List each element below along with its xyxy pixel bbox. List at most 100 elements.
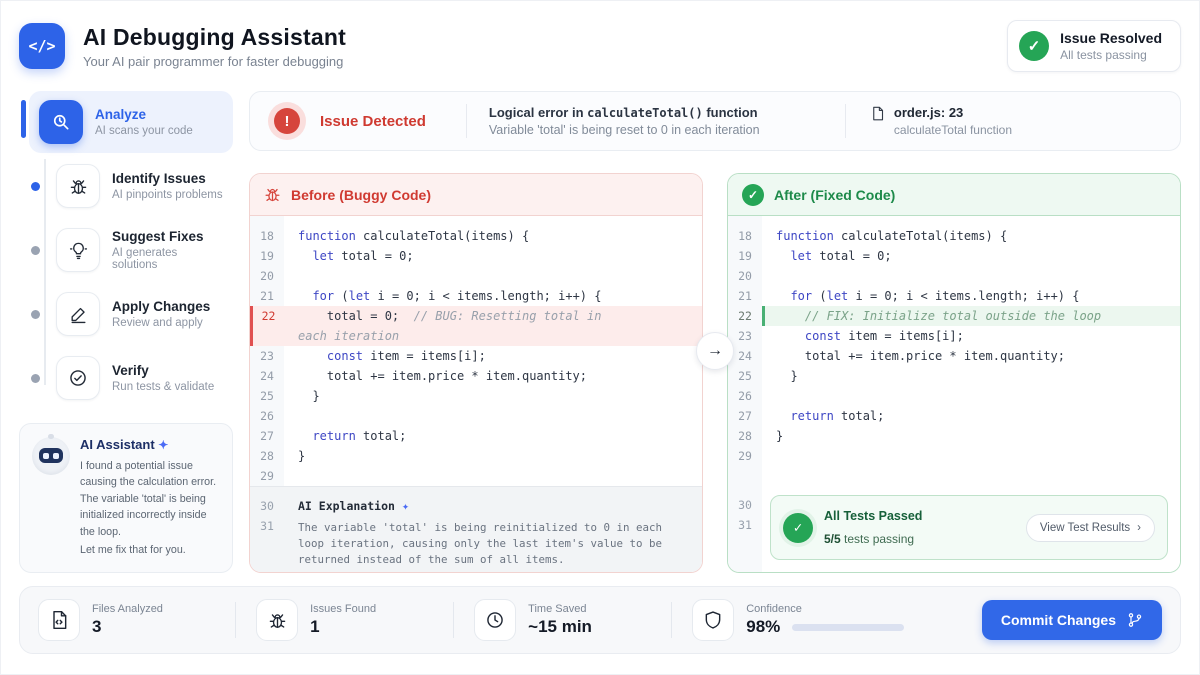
step-description: Review and apply <box>112 317 203 329</box>
line-number: 21 <box>260 289 274 303</box>
code-line-22: 22 total = 0; // BUG: Resetting total in… <box>250 306 702 346</box>
after-panel-title: After (Fixed Code) <box>774 186 896 203</box>
ai-assistant-message: I found a potential issue causing the ca… <box>80 459 217 538</box>
arrow-right-icon: → <box>707 342 723 359</box>
divider <box>453 602 455 638</box>
stat-files-analyzed: Files Analyzed 3 <box>38 599 231 641</box>
line-content: const item = items[i]; <box>326 349 486 363</box>
git-branch-icon <box>1127 612 1143 628</box>
line-number: 23 <box>738 329 752 343</box>
step-label: Analyze <box>95 107 147 122</box>
app-logo-code-icon: </> <box>19 23 65 69</box>
line-numbers-tail: 30 31 <box>738 498 752 532</box>
line-content: let total = 0; <box>790 249 892 263</box>
step-label: Suggest Fixes <box>112 229 204 244</box>
line-content: const item = items[i]; <box>804 329 964 343</box>
status-subtitle: All tests passing <box>1060 48 1147 62</box>
line-number: 28 <box>260 449 274 463</box>
line-number: 29 <box>738 449 752 463</box>
before-panel-header: Before (Buggy Code) <box>250 174 702 216</box>
robot-face <box>39 448 63 464</box>
code-line-19: 19 let total = 0; <box>728 246 1180 266</box>
issue-title: Logical error in calculateTotal() functi… <box>488 105 758 120</box>
sidebar-step-analyze[interactable]: Analyze AI scans your code <box>21 91 233 153</box>
robot-avatar-icon <box>32 433 70 475</box>
stat-text: Files Analyzed 3 <box>92 603 163 637</box>
tests-title: All Tests Passed <box>824 509 923 523</box>
stat-value: 3 <box>92 617 102 636</box>
magnifier-icon <box>39 100 83 144</box>
code-compare: Before (Buggy Code) 18 function calculate… <box>249 173 1181 573</box>
step-text: Identify Issues AI pinpoints problems <box>112 171 223 201</box>
sidebar-step-apply-changes[interactable]: Apply Changes Review and apply <box>31 283 233 345</box>
code-line-23: 23 const item = items[i]; <box>728 326 1180 346</box>
line-content: return total; <box>312 429 407 443</box>
step-connector-dot <box>31 374 40 383</box>
line-content: function calculateTotal(items) { <box>776 229 1008 243</box>
stat-text: Confidence 98% <box>746 603 905 637</box>
ai-explanation: 30 31 AI Explanation ✦ The variable 'total'… <box>250 486 702 572</box>
file-icon <box>870 106 885 137</box>
page-title: AI Debugging Assistant <box>83 23 346 50</box>
page-subtitle: Your AI pair programmer for faster debug… <box>83 53 344 69</box>
after-panel-header: ✓ After (Fixed Code) <box>728 174 1180 216</box>
sidebar-step-suggest-fixes[interactable]: Suggest Fixes AI generates solutions <box>31 219 233 281</box>
line-content: } <box>776 429 784 443</box>
transform-arrow-button[interactable]: → <box>696 332 734 370</box>
line-content: return total; <box>790 409 885 423</box>
stat-confidence: Confidence 98% <box>692 599 982 641</box>
sidebar-step-verify[interactable]: Verify Run tests & validate <box>31 347 233 409</box>
line-number: 29 <box>260 469 274 483</box>
bug-icon <box>56 164 100 208</box>
stat-value: 98% <box>746 617 905 637</box>
main-area: Analyze AI scans your code Identify Issues… <box>19 91 1181 573</box>
view-test-results-button[interactable]: View Test Results › <box>1025 513 1155 542</box>
file-code-icon <box>38 599 80 641</box>
line-number: 26 <box>738 389 752 403</box>
line-number: 25 <box>738 369 752 383</box>
sparkle-icon: ✦ <box>401 499 410 513</box>
file-reference-text: order.js: 23 calculateTotal function <box>894 105 1012 137</box>
line-number: 24 <box>738 349 752 363</box>
line-numbers-tail: 30 31 <box>260 499 274 533</box>
code-line-27: 27 return total; <box>250 426 702 446</box>
tests-wrap: ✓ All Tests Passed 5/5 tests passing View T… <box>762 495 1180 560</box>
before-panel: Before (Buggy Code) 18 function calculate… <box>249 173 703 573</box>
line-content: total = 0; // BUG: Resetting total in ea… <box>298 309 609 343</box>
line-number: 22 <box>261 309 276 323</box>
step-description: AI scans your code <box>95 125 193 137</box>
line-number: 19 <box>260 249 274 263</box>
commit-changes-button[interactable]: Commit Changes <box>981 600 1162 640</box>
check-circle-icon: ✓ <box>783 512 813 543</box>
tests-row: 30 31 ✓ All Tests Passed 5/5 tests passing Vi… <box>728 495 1180 572</box>
code-line-25: 25 } <box>728 366 1180 386</box>
line-content: for (let i = 0; i < items.length; i++) { <box>312 289 602 303</box>
before-panel-title: Before (Buggy Code) <box>291 186 431 203</box>
line-content: let total = 0; <box>312 249 414 263</box>
issue-description: Logical error in calculateTotal() functi… <box>481 105 831 137</box>
line-number: 22 <box>738 309 752 323</box>
check-circle-icon <box>56 356 100 400</box>
code-line-21: 21 for (let i = 0; i < items.length; i++… <box>250 286 702 306</box>
stat-issues-found: Issues Found 1 <box>256 599 449 641</box>
ai-explanation-text: The variable 'total' is being reinitiali… <box>298 521 663 567</box>
step-label: Apply Changes <box>112 299 211 314</box>
line-number: 18 <box>260 229 274 243</box>
sidebar-step-identify-issues[interactable]: Identify Issues AI pinpoints problems <box>31 155 233 217</box>
content-column: ! Issue Detected Logical error in calcul… <box>249 91 1181 573</box>
line-number: 27 <box>738 409 752 423</box>
step-description: Run tests & validate <box>112 381 215 393</box>
code-line-24: 24 total += item.price * item.quantity; <box>728 346 1180 366</box>
code-line-22: 22 // FIX: Initialize total outside the … <box>728 306 1180 326</box>
issue-banner-label: Issue Detected <box>320 112 426 130</box>
check-circle-icon: ✓ <box>1019 31 1050 61</box>
line-number: 21 <box>738 289 752 303</box>
stat-label: Issues Found <box>310 603 377 615</box>
confidence-progress-bar <box>792 623 905 631</box>
after-code: 18 function calculateTotal(items) {19 let… <box>728 216 1180 572</box>
code-line-27: 27 return total; <box>728 406 1180 426</box>
pencil-icon <box>56 292 100 336</box>
line-content <box>762 386 1180 406</box>
ai-assistant-card: AI Assistant ✦ I found a potential issue… <box>19 422 233 573</box>
